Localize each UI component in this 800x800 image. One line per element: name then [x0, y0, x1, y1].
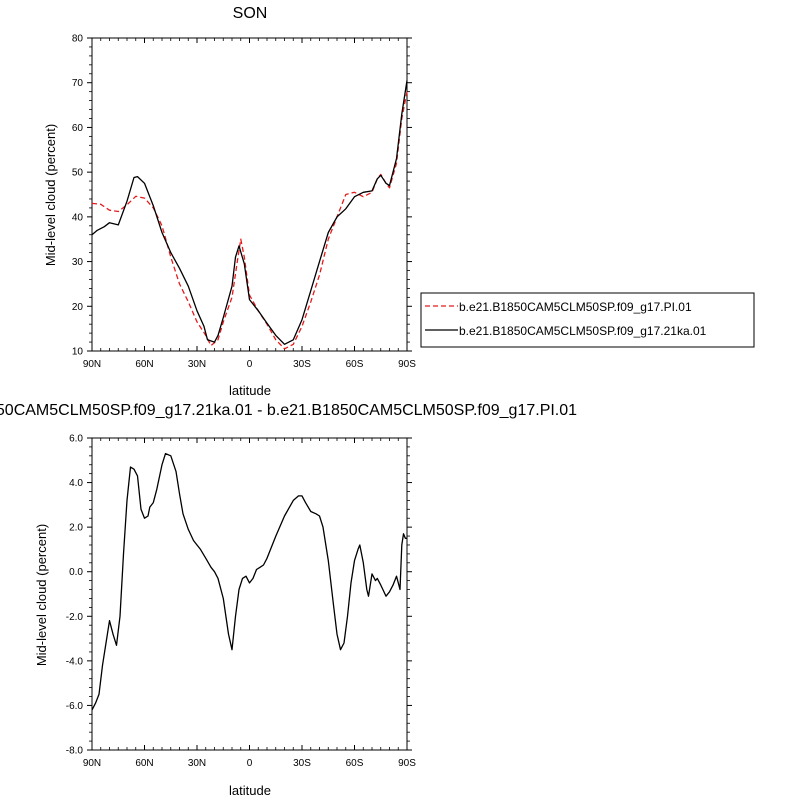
- chart-top-ytick-label: 30: [72, 257, 84, 268]
- chart-top-xtick-label: 90S: [398, 359, 416, 370]
- chart-bottom-xlabel: latitude: [229, 783, 271, 798]
- chart-top-ylabel: Mid-level cloud (percent): [43, 124, 58, 266]
- chart-top-xtick-label: 60N: [135, 359, 153, 370]
- chart-bottom-ytick-label: -2.0: [66, 612, 84, 623]
- chart-bottom-xtick-label: 30N: [188, 758, 206, 769]
- chart-bottom-xtick-label: 0: [247, 758, 253, 769]
- chart-top-series-line-1: [91, 80, 408, 345]
- chart-top-xtick-label: 90N: [83, 359, 101, 370]
- chart-top-ytick-label: 10: [72, 347, 84, 358]
- chart-bottom-xtick-label: 60S: [346, 758, 364, 769]
- chart-bottom-ytick-label: 2.0: [69, 523, 83, 534]
- chart-top-ytick-label: 50: [72, 168, 84, 179]
- chart-top-xtick-label: 60S: [346, 359, 364, 370]
- chart-bottom-plot-frame: [91, 437, 408, 751]
- chart-bottom-xtick-label: 90N: [83, 758, 101, 769]
- chart-top-ticks: 90N 60N 30N 0 30S 60S 90S 10 20 30 40 50 60 70 80: [72, 34, 416, 371]
- legend-label-21ka: b.e21.B1850CAM5CLM50SP.f09_g17.21ka.01: [459, 324, 707, 338]
- chart-top-title: SON: [233, 5, 268, 22]
- chart-bottom-xtick-label: 90S: [398, 758, 416, 769]
- chart-top-xtick-label: 0: [247, 359, 253, 370]
- chart-top-ytick-label: 20: [72, 302, 84, 313]
- legend-box: [420, 292, 755, 348]
- chart-bottom-ytick-label: 4.0: [69, 478, 83, 489]
- chart-bottom-series: [91, 452, 407, 711]
- chart-top-ytick-label: 60: [72, 123, 84, 134]
- chart-top-ytick-label: 40: [72, 212, 84, 223]
- chart-top: SON Mid-level cloud (percent) latitude 9…: [43, 5, 755, 398]
- chart-bottom-ylabel: Mid-level cloud (percent): [34, 524, 49, 666]
- chart-bottom-ytick-label: -8.0: [66, 746, 84, 757]
- chart-bottom-xtick-label: 60N: [135, 758, 153, 769]
- chart-bottom-title: b.e21.B1850CAM5CLM50SP.f09_g17.21ka.01 -…: [0, 402, 577, 419]
- chart-bottom-ytick-label: -4.0: [66, 656, 84, 667]
- chart-bottom-xtick-label: 30S: [293, 758, 311, 769]
- chart-top-series-line-0: [91, 91, 408, 350]
- chart-bottom-ticks: 90N 60N 30N 0 30S 60S 90S -8.0 -6.0 -4.0 -2.0 0.0 2.…: [66, 434, 416, 770]
- chart-top-ytick-label: 70: [72, 78, 84, 89]
- chart-bottom-ytick-label: 0.0: [69, 567, 83, 578]
- chart-top-xtick-label: 30S: [293, 359, 311, 370]
- legend-label-pi: b.e21.B1850CAM5CLM50SP.f09_g17.PI.01: [459, 300, 692, 314]
- chart-bottom-series-line-0: [91, 452, 407, 711]
- chart-top-series: [91, 80, 408, 350]
- chart-bottom-ytick-label: -6.0: [66, 701, 84, 712]
- chart-bottom: b.e21.B1850CAM5CLM50SP.f09_g17.21ka.01 -…: [0, 402, 577, 798]
- chart-bottom-ytick-label: 6.0: [69, 434, 83, 445]
- chart-top-xtick-label: 30N: [188, 359, 206, 370]
- chart-top-legend: b.e21.B1850CAM5CLM50SP.f09_g17.PI.01 b.e…: [420, 292, 755, 348]
- chart-top-xlabel: latitude: [229, 383, 271, 398]
- chart-top-ytick-label: 80: [72, 34, 84, 45]
